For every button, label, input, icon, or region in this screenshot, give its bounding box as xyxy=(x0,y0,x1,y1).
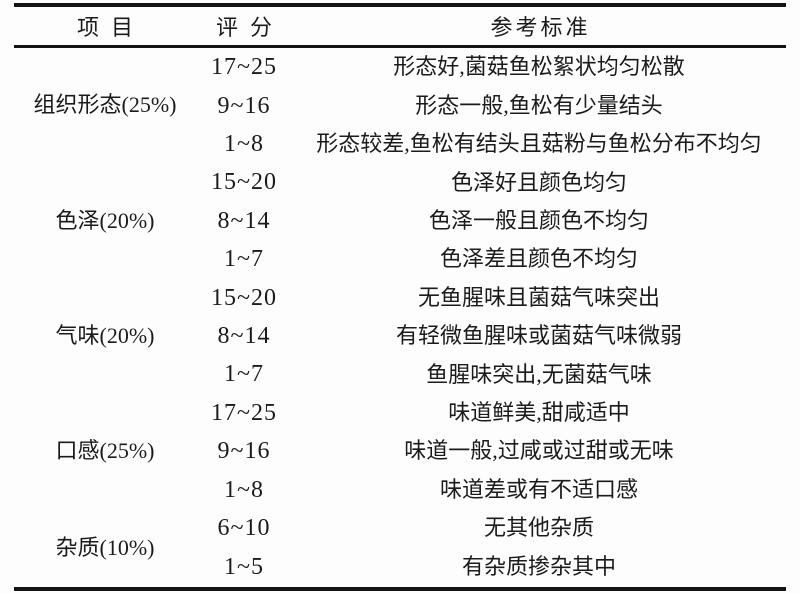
standard-cell: 色泽好且颜色均匀 xyxy=(450,169,627,195)
column-header-standard: 参考标准 xyxy=(292,5,786,48)
standard-cell: 无鱼腥味且菌菇气味突出 xyxy=(417,284,660,310)
standard-cell: 有轻微鱼腥味或菌菇气味微弱 xyxy=(395,323,682,349)
table-row: 9~16 味道一般,过咸或过甜或无味 xyxy=(14,432,786,470)
table-row: 口感(25%) 17~25 味道鲜美,甜咸适中 xyxy=(14,394,786,463)
column-header-item: 项目 xyxy=(14,5,196,48)
score-cell: 17~25 xyxy=(211,399,277,426)
standard-cell: 无其他杂质 xyxy=(483,515,594,541)
table-row: 组织形态(25%) 17~25 形态好,菌菇鱼松絮状均匀松散 xyxy=(14,46,786,117)
table-row: 1~8 味道差或有不适口感 xyxy=(14,471,786,509)
table-row: 8~14 有轻微鱼腥味或菌菇气味微弱 xyxy=(14,317,786,355)
standard-cell: 形态好,菌菇鱼松絮状均匀松散 xyxy=(393,53,685,79)
table-row: 9~16 形态一般,鱼松有少量结头 xyxy=(14,87,786,125)
item-taste-cell: 口感(25%) xyxy=(55,438,155,464)
header-row: 项目 评分 参考标准 xyxy=(14,5,786,48)
table-row: 气味(20%) 15~20 无鱼腥味且菌菇气味突出 xyxy=(14,279,786,348)
score-cell: 8~14 xyxy=(217,207,271,234)
item-color-cell: 色泽(20%) xyxy=(55,207,155,233)
column-header-score: 评分 xyxy=(196,5,292,48)
standard-cell: 形态较差,鱼松有结头且菇粉与鱼松分布不均匀 xyxy=(316,131,762,157)
item-morphology-cell: 组织形态(25%) xyxy=(33,92,177,118)
standard-cell: 色泽一般且颜色不均匀 xyxy=(428,207,649,233)
score-cell: 9~16 xyxy=(217,92,271,119)
rubric-table: 项目 评分 参考标准 组织形态(25%) 17~25 形态好,菌菇鱼松絮状均匀松… xyxy=(14,3,786,591)
table-row: 杂质(10%) 6~10 无其他杂质 xyxy=(14,509,786,559)
standard-cell: 形态一般,鱼松有少量结头 xyxy=(415,92,663,118)
score-cell: 1~8 xyxy=(224,131,264,157)
score-cell: 6~10 xyxy=(217,515,271,542)
item-odor-cell: 气味(20%) xyxy=(55,323,155,349)
table-row: 1~7 色泽差且颜色不均匀 xyxy=(14,240,786,278)
score-cell: 1~7 xyxy=(224,246,264,273)
standard-cell: 味道差或有不适口感 xyxy=(439,476,638,502)
standard-cell: 有杂质掺杂其中 xyxy=(461,554,616,580)
standard-cell: 色泽差且颜色不均匀 xyxy=(439,246,638,272)
score-cell: 17~25 xyxy=(211,53,277,80)
score-cell: 1~8 xyxy=(224,476,264,503)
score-cell: 15~20 xyxy=(211,169,277,196)
score-cell: 9~16 xyxy=(217,438,271,465)
score-cell: 15~20 xyxy=(211,284,277,311)
standard-cell: 味道鲜美,甜咸适中 xyxy=(448,399,630,425)
standard-cell: 鱼腥味突出,无菌菇气味 xyxy=(426,361,652,387)
table-row: 色泽(20%) 15~20 色泽好且颜色均匀 xyxy=(14,163,786,232)
score-cell: 1~7 xyxy=(224,361,264,388)
table-row: 1~7 鱼腥味突出,无菌菇气味 xyxy=(14,355,786,393)
score-cell: 1~5 xyxy=(224,554,264,581)
score-cell: 8~14 xyxy=(217,323,271,350)
table-row: 8~14 色泽一般且颜色不均匀 xyxy=(14,202,786,240)
table-row: 1~8 形态较差,鱼松有结头且菇粉与鱼松分布不均匀 xyxy=(14,125,786,163)
table-row: 1~5 有杂质掺杂其中 xyxy=(14,547,786,589)
item-impurity-cell: 杂质(10%) xyxy=(55,534,155,560)
standard-cell: 味道一般,过咸或过甜或无味 xyxy=(404,438,674,464)
